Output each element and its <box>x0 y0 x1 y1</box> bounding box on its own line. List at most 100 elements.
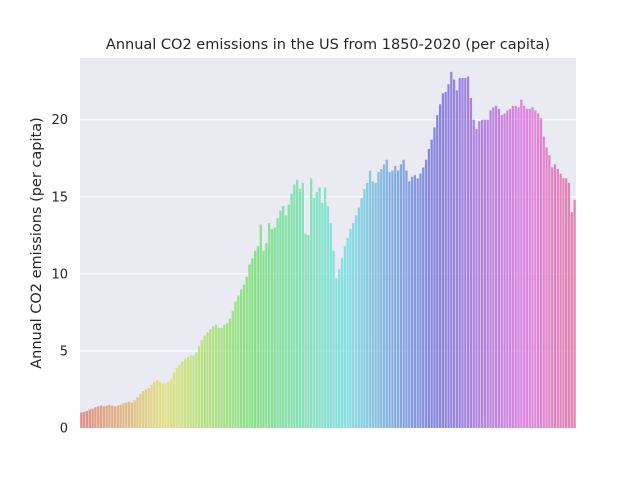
bar-1862 <box>113 406 117 428</box>
bar-1871 <box>139 394 142 428</box>
bar-2018 <box>551 167 554 429</box>
bar-1885 <box>178 364 181 428</box>
bar-1907 <box>240 289 243 428</box>
bar-1904 <box>231 310 234 428</box>
bar-1933 <box>312 198 316 428</box>
y-tick-label: 0 <box>60 422 68 437</box>
bar-1896 <box>209 329 212 428</box>
bar-1860 <box>108 404 111 428</box>
bar-2010 <box>528 108 531 428</box>
bar-1936 <box>321 202 324 428</box>
bar-1938 <box>326 206 330 428</box>
bar-1944 <box>343 246 346 428</box>
bar-2002 <box>506 110 509 429</box>
bar-1913 <box>256 246 260 428</box>
bar-1877 <box>155 380 159 428</box>
bar-1897 <box>211 326 215 428</box>
bar-1953 <box>368 170 372 428</box>
bar-1903 <box>228 318 232 428</box>
bar-1969 <box>413 175 416 428</box>
bar-2000 <box>500 115 503 429</box>
bar-1874 <box>147 387 150 428</box>
bar-1959 <box>385 159 388 428</box>
bar-1863 <box>116 405 119 428</box>
bar-1984 <box>455 90 459 428</box>
bar-1990 <box>472 119 475 429</box>
y-tick-labels: 0 5 10 15 20 <box>51 113 68 436</box>
bar-2014 <box>539 118 543 428</box>
bar-1919 <box>273 227 276 428</box>
bar-1891 <box>195 352 198 428</box>
bar-1909 <box>245 276 248 428</box>
y-axis-label: Annual CO2 emissions (per capita) <box>29 117 45 369</box>
bar-1916 <box>265 243 268 428</box>
bar-1976 <box>433 127 436 428</box>
bar-1998 <box>495 105 498 429</box>
bar-1915 <box>262 250 265 428</box>
bar-1935 <box>318 187 321 428</box>
bar-1945 <box>346 238 349 428</box>
bar-1934 <box>315 192 318 428</box>
bar-1948 <box>354 215 358 428</box>
bar-1939 <box>329 222 332 428</box>
bar-1876 <box>153 381 156 428</box>
bar-1946 <box>349 229 352 428</box>
bar-1979 <box>441 93 445 428</box>
y-tick-label: 15 <box>51 190 68 205</box>
y-tick-label: 10 <box>51 267 68 282</box>
bar-1974 <box>427 148 431 429</box>
bar-1996 <box>489 110 492 429</box>
bar-1947 <box>352 222 355 428</box>
bar-1973 <box>424 159 428 428</box>
bar-1921 <box>279 210 282 428</box>
bar-1856 <box>97 406 100 428</box>
bar-1943 <box>340 258 344 428</box>
bar-1902 <box>225 323 229 428</box>
bar-2016 <box>545 147 548 428</box>
bars <box>80 71 576 429</box>
bar-1952 <box>366 182 369 428</box>
bar-1975 <box>430 139 433 429</box>
bar-1887 <box>183 358 187 428</box>
bar-1957 <box>380 169 383 428</box>
bar-1955 <box>374 182 377 428</box>
bar-1917 <box>268 222 271 428</box>
bar-1879 <box>161 383 164 428</box>
bar-1995 <box>486 119 489 429</box>
bar-1927 <box>296 179 299 428</box>
bar-1963 <box>396 170 400 428</box>
bar-1981 <box>447 84 450 428</box>
bar-1925 <box>290 193 293 428</box>
bar-2023 <box>565 178 568 428</box>
bar-1962 <box>394 165 397 428</box>
bar-1961 <box>391 170 394 428</box>
bar-1942 <box>338 269 341 428</box>
bar-2017 <box>548 155 551 428</box>
bar-1906 <box>237 295 240 428</box>
bar-1978 <box>438 104 442 428</box>
bar-1950 <box>360 198 363 428</box>
y-tick-label: 5 <box>60 344 68 359</box>
bar-1858 <box>102 406 105 428</box>
bar-1889 <box>189 355 192 428</box>
bar-1857 <box>99 405 103 428</box>
bar-1894 <box>203 335 206 428</box>
bar-1851 <box>83 411 86 428</box>
bar-1854 <box>91 408 94 428</box>
bar-2011 <box>531 107 534 428</box>
bar-1991 <box>475 128 478 428</box>
bar-1861 <box>111 405 114 428</box>
bar-2020 <box>556 169 559 428</box>
bar-1883 <box>172 372 175 428</box>
bar-1882 <box>169 378 173 428</box>
bar-1972 <box>422 167 425 429</box>
bar-1910 <box>248 264 251 428</box>
bar-1929 <box>301 182 304 428</box>
bar-2003 <box>509 108 512 428</box>
bar-1880 <box>164 383 167 428</box>
bar-1865 <box>122 403 125 428</box>
bar-1872 <box>141 391 145 428</box>
bar-1985 <box>458 78 461 429</box>
bar-1958 <box>382 164 386 428</box>
